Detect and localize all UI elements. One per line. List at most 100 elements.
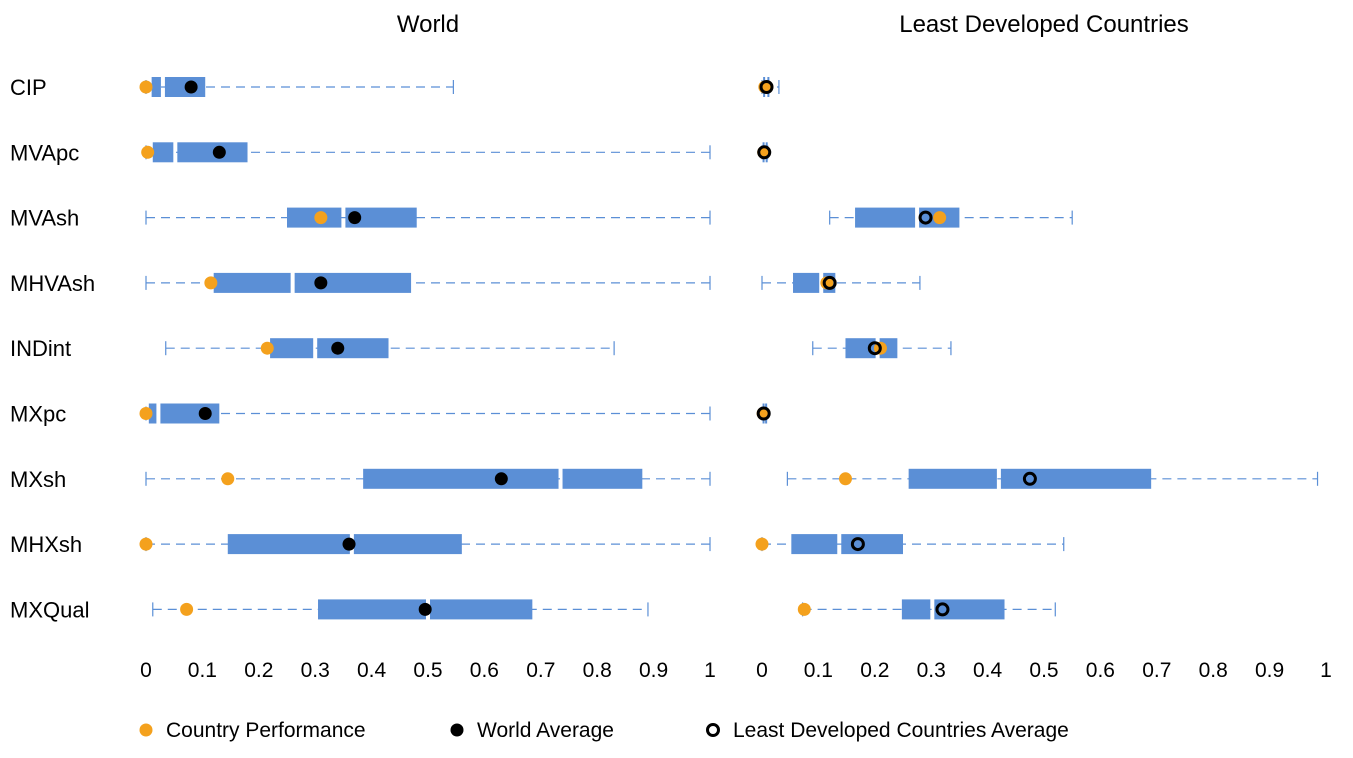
ldc-average-point — [918, 210, 933, 225]
box-lower — [151, 77, 161, 97]
x-tick-label: 0.5 — [413, 659, 442, 682]
category-label: MVApc — [10, 140, 79, 165]
box-row — [145, 207, 711, 228]
x-tick-label: 0.7 — [526, 659, 555, 682]
box-upper — [934, 599, 1005, 620]
box-row — [165, 338, 615, 359]
x-tick-label: 0.3 — [917, 659, 946, 682]
box-lower — [213, 272, 291, 293]
box-lower — [855, 207, 916, 228]
ldc-average-point — [756, 406, 771, 421]
panel-0 — [139, 77, 711, 620]
category-label: MXQual — [10, 597, 89, 622]
x-tick-label: 0.6 — [1086, 659, 1115, 682]
box-upper — [841, 534, 903, 555]
box-row — [761, 272, 921, 293]
country-performance-point — [139, 80, 153, 94]
x-tick-label: 0.6 — [470, 659, 499, 682]
box-lower — [901, 599, 931, 620]
box-row — [756, 403, 771, 424]
world-average-point — [348, 211, 362, 225]
country-performance-point — [204, 276, 218, 290]
x-tick-label: 1 — [1320, 659, 1332, 682]
x-tick-label: 0.8 — [583, 659, 612, 682]
x-tick-label: 0.5 — [1029, 659, 1058, 682]
x-tick-label: 0.3 — [301, 659, 330, 682]
category-label: MXpc — [10, 402, 66, 427]
country-performance-point — [797, 602, 811, 616]
x-tick-label: 0.9 — [1255, 659, 1284, 682]
box-row — [812, 338, 952, 359]
box-upper — [294, 272, 412, 293]
category-label: MHVAsh — [10, 271, 95, 296]
ldc-average-point — [850, 537, 865, 552]
country-performance-point — [221, 472, 235, 486]
box-lower — [908, 468, 997, 489]
panel-title: Least Developed Countries — [899, 11, 1189, 38]
country-performance-point — [314, 211, 328, 225]
country-performance-point — [180, 602, 194, 616]
box-row — [139, 534, 711, 555]
legend-ldc-avg-marker — [706, 723, 720, 737]
x-tick-label: 0.2 — [860, 659, 889, 682]
x-tick-label: 0.1 — [188, 659, 217, 682]
legend-world-avg-label: World Average — [477, 719, 614, 742]
box-upper — [430, 599, 533, 620]
box-upper — [1000, 468, 1152, 489]
box-row — [145, 468, 711, 489]
country-performance-point — [260, 341, 274, 355]
x-tick-label: 0.2 — [244, 659, 273, 682]
ldc-average-point — [822, 275, 837, 290]
box-row — [141, 142, 711, 163]
box-lower — [270, 338, 314, 359]
box-upper — [317, 338, 389, 359]
world-average-point — [212, 145, 226, 159]
country-performance-point — [139, 537, 153, 551]
box-row — [145, 272, 711, 293]
box-lower — [363, 468, 559, 489]
category-label: CIP — [10, 75, 47, 100]
x-tick-label: 0 — [140, 659, 152, 682]
x-tick-label: 0.1 — [804, 659, 833, 682]
panel-1 — [755, 77, 1319, 620]
x-tick-label: 0.9 — [639, 659, 668, 682]
world-average-point — [418, 602, 432, 616]
box-lower — [793, 272, 820, 293]
box-upper — [177, 142, 248, 163]
world-average-point — [314, 276, 328, 290]
box-row — [152, 599, 649, 620]
panel-title: World — [397, 11, 459, 38]
x-tick-label: 0.8 — [1199, 659, 1228, 682]
ldc-average-point — [759, 80, 774, 94]
world-average-point — [198, 407, 212, 420]
box-upper — [345, 207, 417, 228]
x-tick-label: 0 — [756, 659, 768, 682]
country-performance-point — [838, 472, 852, 486]
x-tick-label: 0.4 — [973, 659, 1003, 682]
legend-world-avg-marker — [450, 723, 464, 737]
box-row — [757, 142, 772, 163]
box-lower — [791, 534, 838, 555]
legend-country-label: Country Performance — [166, 719, 366, 742]
country-performance-point — [933, 211, 947, 225]
box-lower — [287, 207, 342, 228]
ldc-average-point — [1022, 471, 1037, 486]
box-lower — [845, 338, 876, 359]
x-tick-label: 0.7 — [1142, 659, 1171, 682]
country-performance-point — [141, 145, 155, 159]
ldc-average-point — [757, 145, 772, 160]
ldc-average-point — [935, 602, 950, 617]
box-row — [758, 77, 780, 97]
category-label: MXsh — [10, 467, 66, 492]
world-average-point — [331, 341, 345, 355]
world-average-point — [342, 537, 356, 551]
box-lower — [148, 403, 157, 424]
box-upper — [562, 468, 643, 489]
x-tick-label: 0.4 — [357, 659, 387, 682]
country-performance-point — [755, 537, 769, 551]
x-tick-label: 1 — [704, 659, 716, 682]
box-row — [797, 599, 1056, 620]
box-lower — [152, 142, 174, 163]
country-performance-point — [139, 407, 153, 420]
